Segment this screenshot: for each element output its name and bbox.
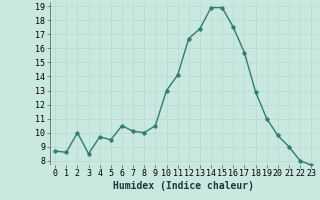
X-axis label: Humidex (Indice chaleur): Humidex (Indice chaleur) [113, 181, 254, 191]
